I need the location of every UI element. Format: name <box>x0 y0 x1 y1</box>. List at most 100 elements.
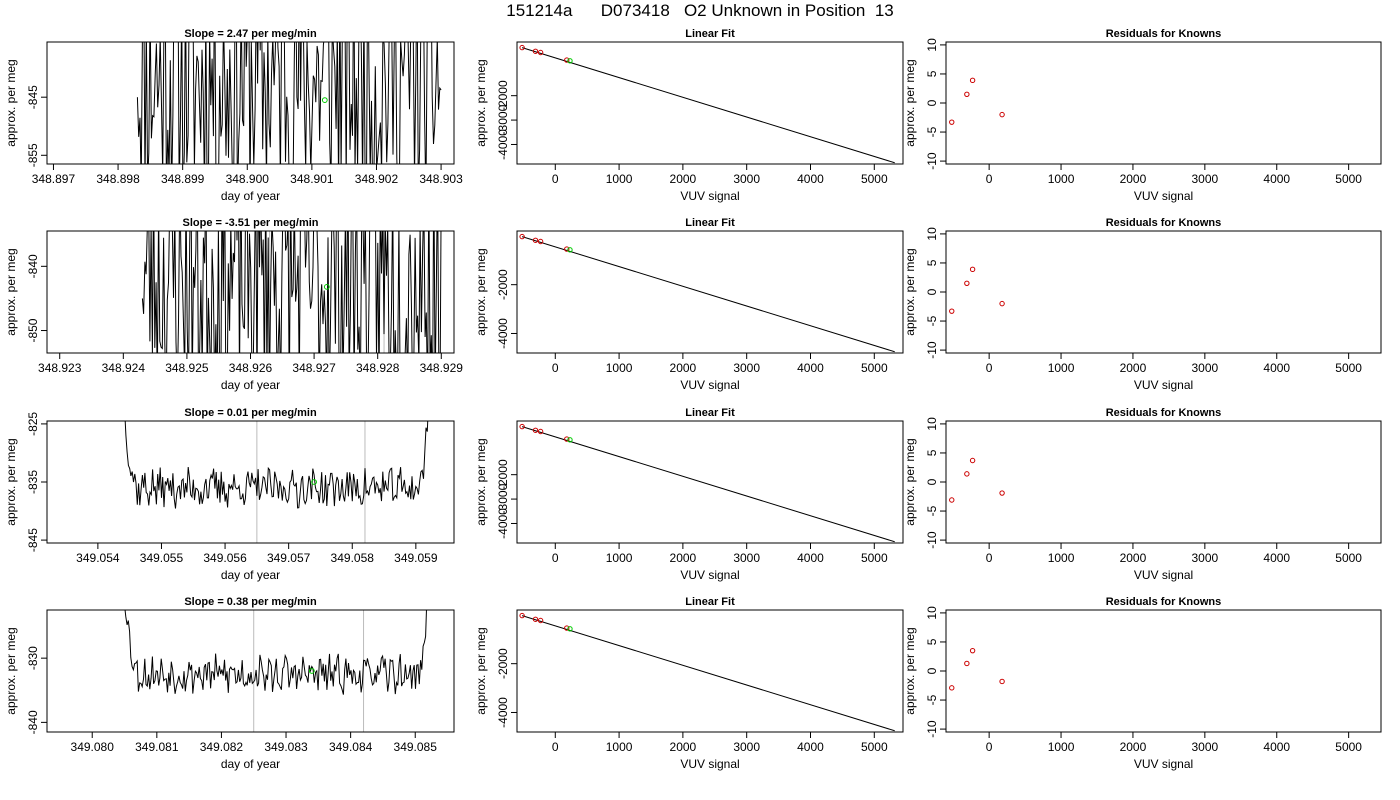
panel-title: Residuals for Knowns <box>1106 217 1222 229</box>
plot-area <box>519 423 895 543</box>
plot-frame <box>945 230 1382 354</box>
x-tick-label: 3000 <box>733 551 760 565</box>
x-tick-label: 5000 <box>861 740 888 754</box>
panel-title: Residuals for Knowns <box>1106 596 1222 608</box>
y-tick-label: 0 <box>925 478 939 485</box>
x-tick-label: 4000 <box>1263 361 1290 375</box>
y-axis-label: approx. per meg <box>903 627 917 714</box>
x-tick-label: 349.082 <box>200 740 244 754</box>
x-axis-label: VUV signal <box>1134 189 1193 203</box>
plot-frame <box>945 609 1382 733</box>
x-tick-label: 349.080 <box>71 740 115 754</box>
y-tick-label: -845 <box>26 85 40 109</box>
y-tick-label: -3000 <box>496 483 510 514</box>
x-tick-label: 1000 <box>606 551 633 565</box>
y-tick-label: 5 <box>925 638 939 645</box>
x-tick-label: 348.926 <box>229 361 273 375</box>
known-point <box>537 49 544 56</box>
x-tick-label: 4000 <box>797 361 824 375</box>
x-tick-label: 0 <box>552 740 559 754</box>
known-point <box>519 233 525 240</box>
panel-1-1: Slope = 2.47 per meg/min 348.897 348.898 34… <box>4 28 463 203</box>
panel-title: Residuals for Knowns <box>1106 407 1222 419</box>
x-tick-label: 348.929 <box>420 361 464 375</box>
panel-3-2: Linear Fit 0 1000 2000 3000 4000 5000 -2000-300… <box>474 407 904 582</box>
y-axis-label: approx. per meg <box>474 438 488 525</box>
x-tick-label: 1000 <box>606 740 633 754</box>
unknown-point <box>567 58 573 64</box>
residual-point <box>964 91 970 97</box>
x-tick-label: 349.054 <box>76 551 120 565</box>
x-tick-label: 5000 <box>1335 740 1362 754</box>
y-tick-label: -850 <box>26 318 40 342</box>
y-tick-label: 0 <box>925 667 939 674</box>
residual-point <box>964 280 970 286</box>
panel-title: Slope = 0.01 per meg/min <box>184 407 317 419</box>
x-tick-label: 348.900 <box>226 172 270 186</box>
y-axis-label: approx. per meg <box>4 59 18 146</box>
known-point <box>537 428 544 435</box>
y-tick-label: -2000 <box>496 459 510 490</box>
y-tick-label: -825 <box>26 412 40 436</box>
unknown-marker <box>323 283 330 290</box>
x-tick-label: 349.083 <box>264 740 308 754</box>
page-title: 151214a D073418 O2 Unknown in Position 1… <box>506 1 894 20</box>
known-point <box>532 616 539 622</box>
y-tick-label: -830 <box>26 646 40 670</box>
x-tick-label: 349.055 <box>140 551 184 565</box>
y-tick-label: 5 <box>925 259 939 266</box>
y-axis-label: approx. per meg <box>903 438 917 525</box>
x-tick-label: 348.903 <box>419 172 463 186</box>
unknown-point <box>567 626 573 632</box>
panel-title: Linear Fit <box>685 217 735 229</box>
fit-line <box>521 426 895 543</box>
panel-title: Slope = 0.38 per meg/min <box>184 596 317 608</box>
x-tick-label: 3000 <box>733 361 760 375</box>
y-axis-label: approx. per meg <box>474 248 488 335</box>
x-tick-label: 0 <box>552 551 559 565</box>
x-tick-label: 5000 <box>861 551 888 565</box>
y-tick-label: -5 <box>925 126 939 137</box>
data-trace <box>141 231 442 353</box>
x-tick-label: 348.897 <box>32 172 76 186</box>
panel-title: Slope = 2.47 per meg/min <box>184 28 317 40</box>
unknown-marker <box>311 479 317 485</box>
x-tick-label: 4000 <box>797 551 824 565</box>
x-tick-label: 2000 <box>1120 740 1147 754</box>
plot-frame <box>46 230 455 354</box>
x-tick-label: 0 <box>552 172 559 186</box>
y-axis-label: approx. per meg <box>474 59 488 146</box>
x-tick-label: 2000 <box>670 361 697 375</box>
panel-1-2: Linear Fit 0 1000 2000 3000 4000 5000 -2000-300… <box>474 28 904 203</box>
plot-frame <box>945 420 1382 544</box>
x-axis-label: VUV signal <box>1134 378 1193 392</box>
x-tick-label: 4000 <box>1263 740 1290 754</box>
plot-area <box>519 44 895 164</box>
known-point <box>537 238 544 245</box>
known-point <box>532 48 539 54</box>
known-point <box>564 436 570 442</box>
panel-title: Residuals for Knowns <box>1106 28 1222 40</box>
x-tick-label: 3000 <box>733 172 760 186</box>
known-point <box>564 625 570 631</box>
plot-frame <box>46 609 455 733</box>
y-axis-label: approx. per meg <box>903 248 917 335</box>
fit-line <box>521 236 895 353</box>
x-axis-label: day of year <box>221 568 280 582</box>
residual-point <box>999 111 1005 118</box>
x-tick-label: 348.928 <box>356 361 400 375</box>
y-tick-label: 0 <box>925 288 939 295</box>
x-tick-label: 348.898 <box>96 172 140 186</box>
x-tick-label: 4000 <box>797 740 824 754</box>
x-tick-label: 348.925 <box>165 361 209 375</box>
x-tick-label: 3000 <box>1191 740 1218 754</box>
x-axis-label: VUV signal <box>680 757 739 771</box>
panel-3-1: Slope = 0.01 per meg/min 349.054 349.055 34… <box>4 407 455 582</box>
known-point <box>564 246 570 252</box>
y-tick-label: -10 <box>925 341 939 359</box>
plot-frame <box>46 420 455 544</box>
plot-frame <box>516 420 904 544</box>
x-tick-label: 349.056 <box>203 551 247 565</box>
x-axis-label: day of year <box>221 189 280 203</box>
